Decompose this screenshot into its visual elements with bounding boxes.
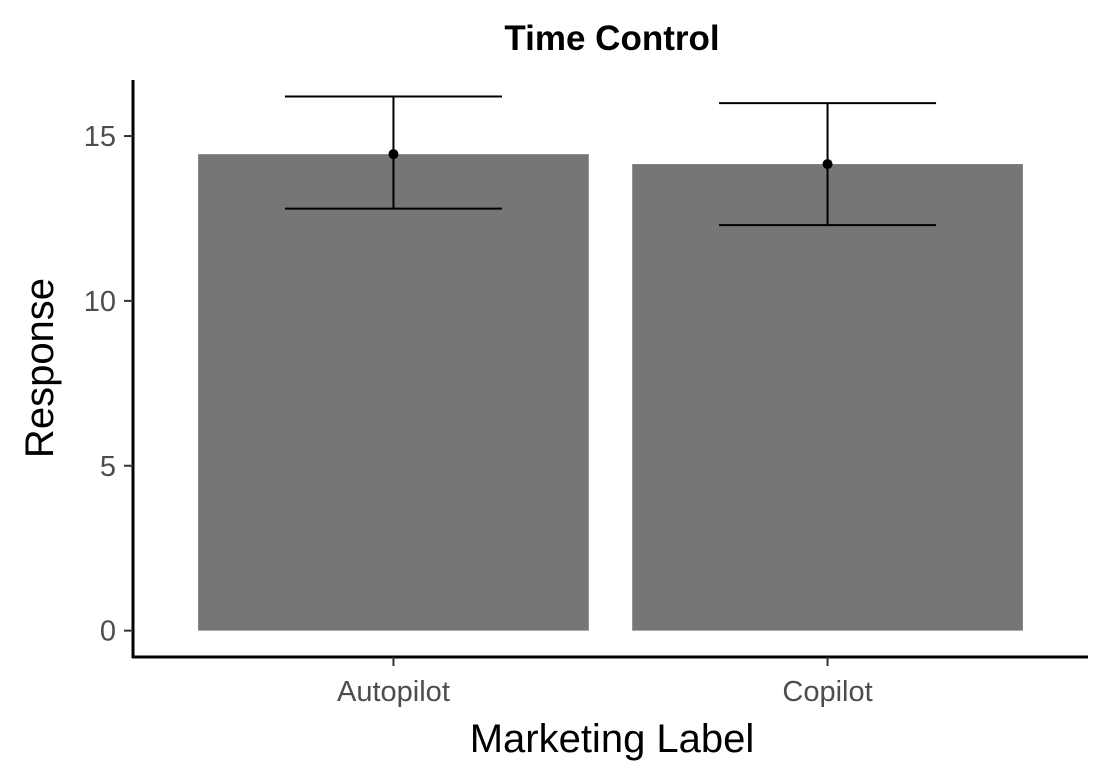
y-axis-title: Response xyxy=(18,278,62,458)
chart-title: Time Control xyxy=(504,19,719,58)
y-tick-label: 5 xyxy=(100,451,116,483)
bar-autopilot xyxy=(198,154,589,631)
y-tick-label: 10 xyxy=(84,286,116,318)
y-tick-label: 0 xyxy=(100,616,116,648)
plot-area xyxy=(198,95,1023,631)
y-axis: 0 5 10 15 xyxy=(84,80,135,658)
x-tick-label: Autopilot xyxy=(337,676,450,708)
x-axis-title: Marketing Label xyxy=(470,717,755,761)
x-tick-label: Copilot xyxy=(782,676,872,708)
mean-point-autopilot xyxy=(388,149,399,160)
x-axis: Autopilot Copilot xyxy=(132,655,1088,708)
mean-point-copilot xyxy=(822,159,833,170)
y-tick-label: 15 xyxy=(84,121,116,153)
bar-copilot xyxy=(632,164,1023,631)
